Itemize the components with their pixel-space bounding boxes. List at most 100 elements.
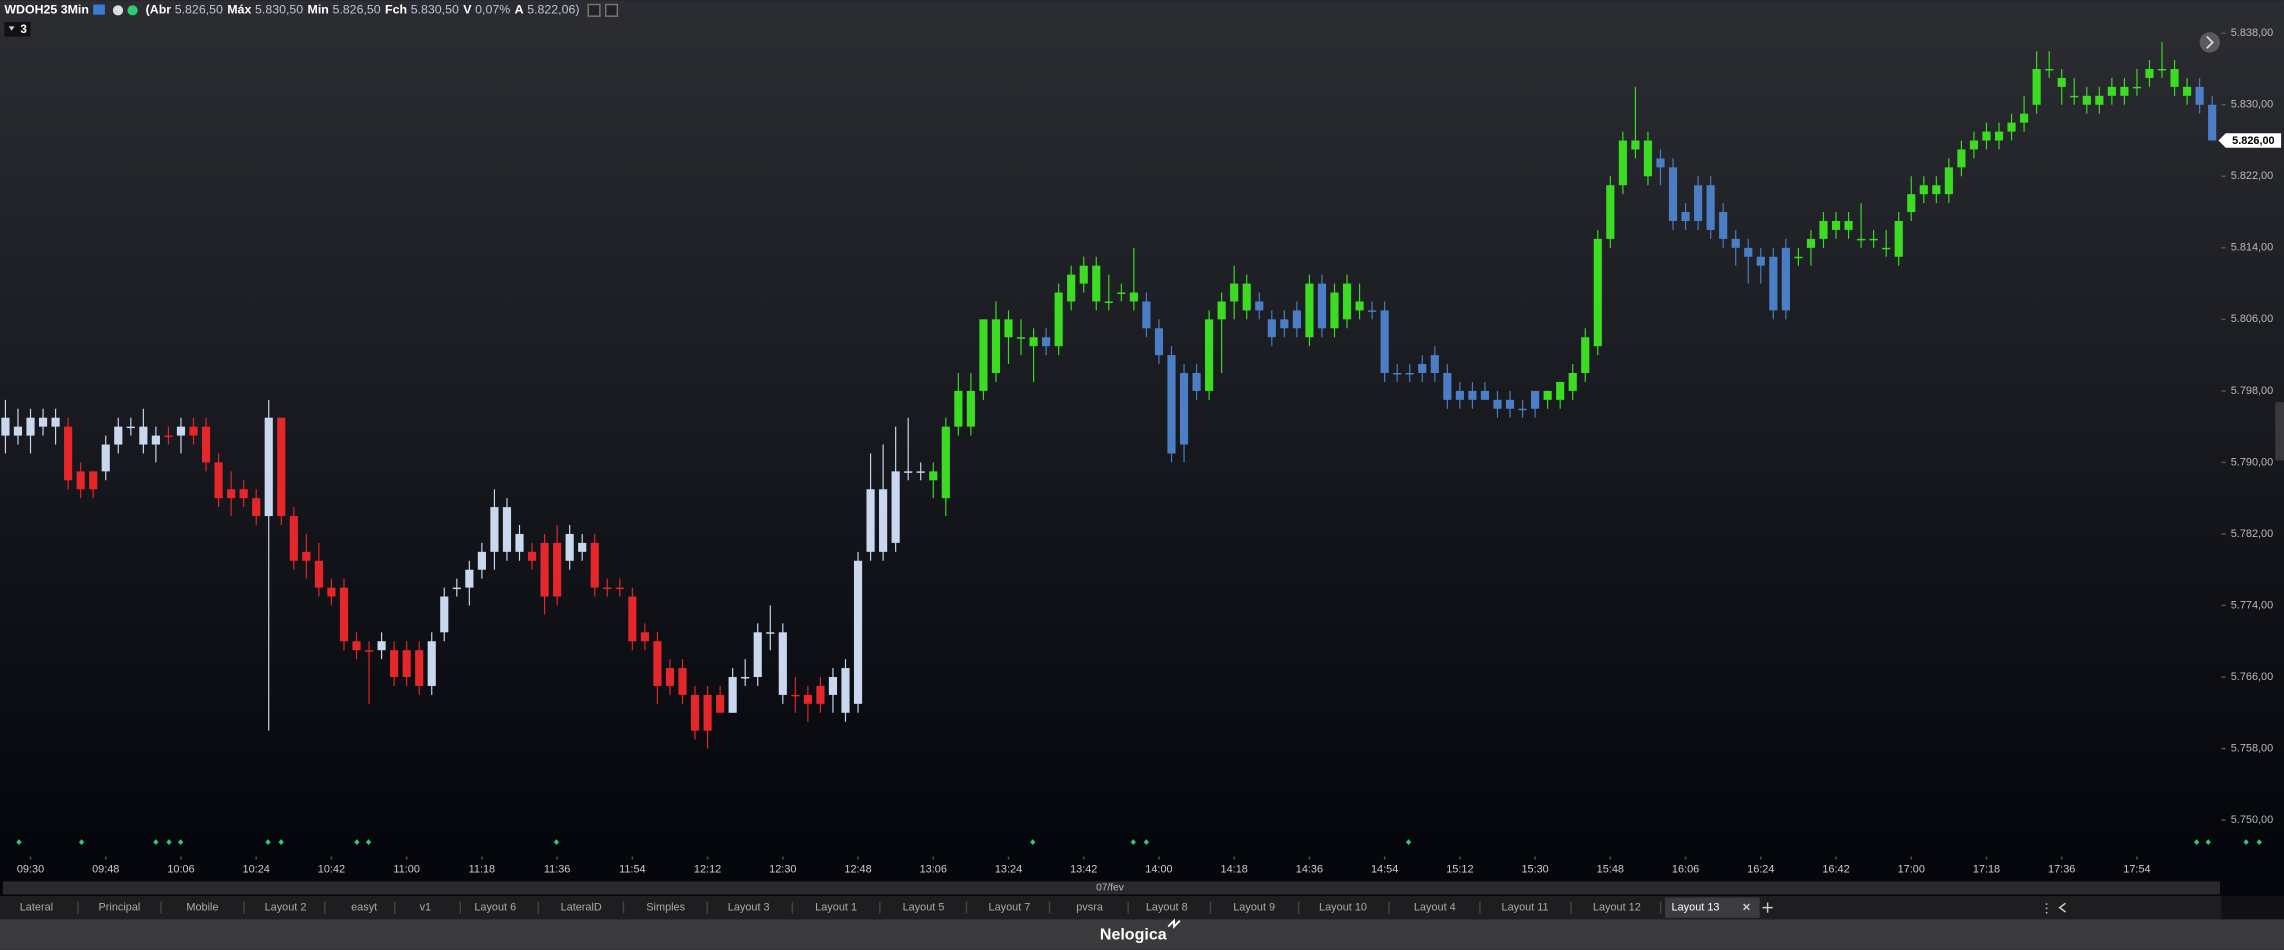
tab[interactable]: v1 [420,902,432,914]
tab-bar-end [2221,895,2284,920]
candle-body [1731,238,1740,248]
candle-body [1957,149,1966,168]
footer-bar [0,919,2284,950]
minus-icon[interactable] [112,5,124,16]
candle-body [1781,247,1790,311]
field-value: 5.826,50 [332,3,380,17]
candle-body [1769,256,1778,311]
header-tool[interactable] [604,3,619,17]
candle-body [64,426,73,481]
symbol: WDOH25 3Min [4,3,89,17]
tab[interactable]: Layout 13 [1672,902,1720,914]
badge-box[interactable] [4,21,31,37]
field-value: 0,07% [475,3,510,17]
candle-body [214,462,223,499]
candle-body [2070,95,2079,98]
close-tab[interactable] [1743,903,1750,911]
candle-body [1,417,10,436]
scroll-button[interactable] [2199,32,2220,53]
candle-body [828,677,838,695]
y-tick-label: 5.774,00 [2231,599,2273,611]
candle-body [979,319,988,391]
candle-body [879,489,888,552]
candle-body [1694,185,1703,221]
tab[interactable]: Layout 7 [989,902,1031,914]
badge-arrow [8,26,15,31]
candle-body [1518,408,1527,411]
candle-body [1242,283,1251,311]
x-tick-label: 17:18 [1973,864,2000,876]
x-tick-label: 17:00 [1898,864,1925,876]
tab[interactable]: easyt [351,902,377,914]
candle-body [452,587,461,590]
side-handle[interactable] [2275,402,2284,461]
candle-body [1393,373,1402,375]
candle-body [1154,328,1164,356]
candle-body [364,650,374,652]
tab[interactable]: Layout 5 [903,902,945,914]
tab[interactable]: Layout 8 [1146,902,1188,914]
candle-body [640,632,649,642]
candle-body [126,426,135,429]
candle-body [1969,140,1979,150]
tab[interactable]: pvsra [1076,902,1104,914]
candle-body [490,507,499,552]
candle-body [1167,355,1176,454]
candle-body [816,685,825,704]
candle-body [2170,68,2179,87]
tab[interactable]: Lateral [20,902,53,914]
tab[interactable]: Principal [99,902,141,914]
candle-body [151,435,160,445]
x-tick-label: 16:24 [1747,864,1774,876]
candle-body [929,471,938,481]
candle-body [1192,373,1201,391]
tab[interactable]: Layout 6 [474,902,516,914]
x-tick-label: 15:30 [1521,864,1548,876]
candle-body [352,641,361,651]
candle-body [1380,310,1389,374]
add-tab[interactable] [1762,902,1773,913]
x-tick-label: 10:24 [243,864,270,876]
x-tick-label: 14:54 [1371,864,1398,876]
y-tick-label: 5.790,00 [2231,456,2273,468]
x-tick-label: 09:30 [17,864,44,876]
y-tick-label: 5.838,00 [2231,27,2273,39]
x-tick-label: 13:06 [920,864,947,876]
link-icon[interactable] [93,4,105,15]
candle-body [1656,158,1665,168]
x-tick-label: 10:42 [318,864,345,876]
candle-body [1217,301,1226,320]
candle-body [1443,373,1452,400]
tab[interactable]: Layout 10 [1319,902,1367,914]
candle-body [2157,68,2167,71]
candle-body [1029,337,1038,347]
candle-body [1142,301,1151,329]
tab[interactable]: Layout 1 [815,902,857,914]
tab[interactable]: Mobile [186,902,218,914]
tab[interactable]: LateralD [561,902,602,914]
tab[interactable]: Layout 2 [265,902,307,914]
x-tick-label: 15:48 [1597,864,1624,876]
y-tick-label: 5.782,00 [2231,528,2273,540]
candle-body [302,551,311,561]
tab[interactable]: Layout 4 [1414,902,1456,914]
x-tick-label: 14:00 [1145,864,1172,876]
y-tick-label: 5.806,00 [2231,313,2273,325]
candle-body [227,489,236,499]
candle-body [578,542,587,552]
tab[interactable]: Simples [646,902,685,914]
tab[interactable]: Layout 12 [1593,902,1641,914]
brand-mark [1167,918,1181,929]
candle-body [1505,399,1515,409]
nav-left[interactable] [2058,902,2066,913]
candle-body [2195,86,2204,105]
candle-body [1857,238,1866,241]
tab[interactable]: Layout 3 [728,902,770,914]
candle-body [515,533,524,552]
tab[interactable]: Layout 9 [1233,902,1275,914]
candle-body [339,587,349,642]
active-tab[interactable] [1664,897,1760,918]
tab[interactable]: Layout 11 [1502,902,1549,914]
candle-body [653,641,662,686]
header-tool[interactable] [587,3,601,17]
